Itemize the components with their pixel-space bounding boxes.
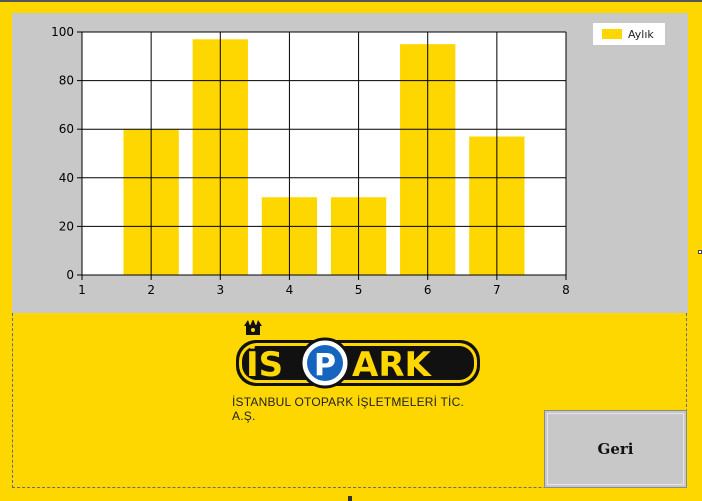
legend-swatch [602,29,622,39]
svg-text:İS: İS [246,344,283,385]
x-tick-label: 1 [78,283,86,297]
bottom-panel [12,313,687,488]
ispark-logo: İS P ARK [236,320,480,389]
svg-text:ARK: ARK [352,345,432,385]
designer-anchor-mark [348,496,352,501]
back-button[interactable]: Geri [544,410,687,488]
svg-text:P: P [314,348,336,383]
x-tick-label: 3 [216,283,224,297]
x-tick-label: 7 [493,283,501,297]
chart-legend: Aylık [593,23,665,45]
y-tick-label: 0 [66,268,74,282]
chart-panel: 1 2 3 4 5 6 7 8 0 20 40 60 80 100 Aylık [12,13,688,313]
y-tick-label: 40 [59,171,74,185]
legend-label: Aylık [628,27,654,41]
crown-emblem [244,320,262,335]
back-button-focus-border [547,413,684,485]
y-tick-label: 60 [59,122,74,136]
x-tick-label: 5 [355,283,363,297]
back-button-label: Geri [597,440,634,458]
resize-handle[interactable] [698,250,702,254]
window-top-border [0,0,702,2]
x-tick-label: 4 [286,283,294,297]
logo-subtitle: İSTANBUL OTOPARK İŞLETMELERİ TİC. A.Ş. [232,395,464,423]
y-tick-label: 80 [59,74,74,88]
x-tick-label: 2 [147,283,155,297]
x-tick-label: 8 [562,283,570,297]
x-tick-label: 6 [424,283,432,297]
y-tick-label: 20 [59,219,74,233]
y-tick-label: 100 [51,25,74,39]
